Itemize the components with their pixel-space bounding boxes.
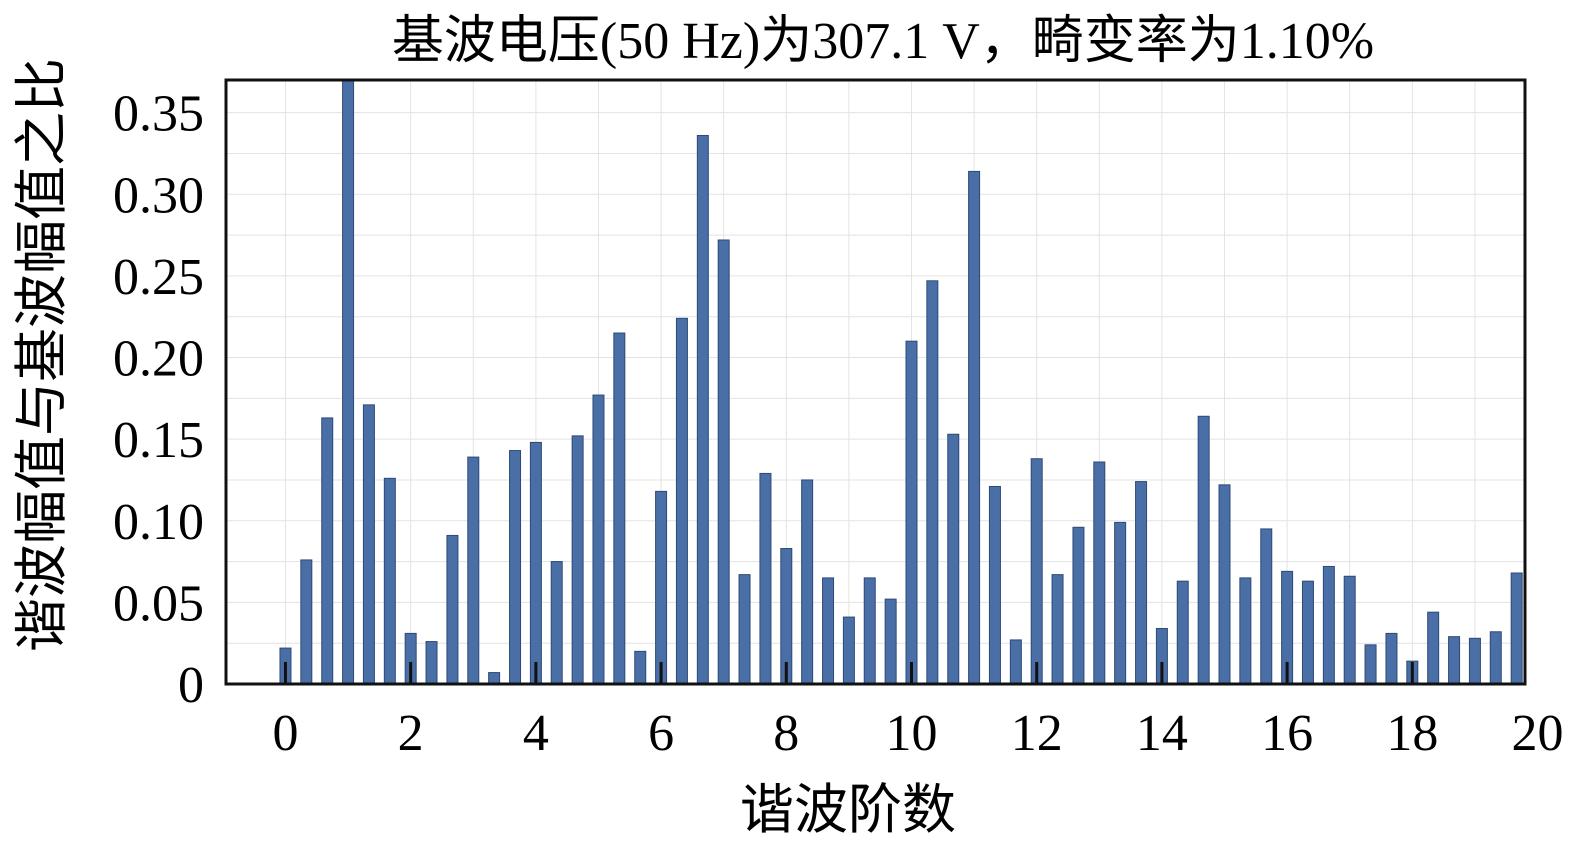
chart-title: 基波电压(50 Hz)为307.1 V，畸变率为1.10% xyxy=(392,13,1374,70)
bar xyxy=(529,441,542,685)
bar xyxy=(488,672,501,685)
bar xyxy=(1468,637,1481,685)
bar xyxy=(613,332,626,685)
bar xyxy=(1322,565,1335,685)
bar xyxy=(1093,461,1106,685)
bar xyxy=(467,456,480,685)
bar xyxy=(1260,528,1273,685)
x-tick-label: 4 xyxy=(523,705,549,762)
bar xyxy=(571,435,584,685)
y-tick-label: 0.30 xyxy=(113,167,204,224)
bar xyxy=(759,472,772,685)
bar xyxy=(863,577,876,685)
bar xyxy=(634,650,647,685)
y-tick-label: 0.10 xyxy=(113,494,204,551)
bar xyxy=(1176,580,1189,685)
x-tick-label: 14 xyxy=(1136,705,1188,762)
x-tick-label: 0 xyxy=(272,705,298,762)
bar xyxy=(738,574,751,685)
x-tick-label: 12 xyxy=(1011,705,1063,762)
bar xyxy=(1051,574,1064,685)
bar xyxy=(842,616,855,685)
bar xyxy=(905,340,918,685)
x-tick-labels: 0 2 4 6 8 10 12 14 16 18 20 xyxy=(272,705,1563,762)
bars xyxy=(279,79,1523,685)
bar xyxy=(1072,526,1085,685)
bar xyxy=(822,577,835,685)
bar xyxy=(1448,636,1461,685)
y-tick-label: 0.20 xyxy=(113,331,204,388)
bar xyxy=(1489,631,1502,685)
y-tick-label: 0.35 xyxy=(113,86,204,143)
x-tick-label: 20 xyxy=(1512,705,1564,762)
y-tick-label: 0.15 xyxy=(113,412,204,469)
y-axis-label: 谐波幅值与基波幅值之比 xyxy=(12,58,72,652)
bar xyxy=(362,404,375,685)
bar xyxy=(655,490,668,685)
y-tick-labels: 0 0.05 0.10 0.15 0.20 0.25 0.30 0.35 xyxy=(113,86,204,714)
bar xyxy=(1135,481,1148,685)
bar xyxy=(884,598,897,685)
bar xyxy=(1114,521,1127,685)
bar xyxy=(425,641,438,685)
bar xyxy=(509,450,522,685)
y-tick-label: 0.05 xyxy=(113,575,204,632)
bar xyxy=(1385,632,1398,685)
bar xyxy=(801,479,814,685)
bar xyxy=(947,433,960,685)
y-tick-label: 0.25 xyxy=(113,249,204,306)
bar xyxy=(446,534,459,685)
bar xyxy=(1239,577,1252,685)
bar xyxy=(1427,611,1440,685)
bar xyxy=(1218,484,1231,685)
bar xyxy=(550,561,563,685)
x-tick-label: 18 xyxy=(1386,705,1438,762)
x-tick-label: 2 xyxy=(398,705,424,762)
bar xyxy=(1197,415,1210,685)
bar xyxy=(1030,458,1043,685)
bar xyxy=(1364,644,1377,685)
bar xyxy=(1510,572,1523,685)
bar xyxy=(1301,580,1314,685)
axis-ticks xyxy=(283,662,1414,684)
x-tick-label: 16 xyxy=(1261,705,1313,762)
bar xyxy=(968,170,981,685)
bar xyxy=(300,559,313,685)
bar xyxy=(342,79,355,685)
x-tick-label: 10 xyxy=(885,705,937,762)
y-tick-label: 0 xyxy=(178,657,204,714)
bar xyxy=(383,477,396,685)
x-tick-label: 6 xyxy=(648,705,674,762)
bar xyxy=(321,417,334,685)
bar xyxy=(592,394,605,685)
bar xyxy=(988,485,1001,685)
bar xyxy=(696,135,709,685)
plot-frame xyxy=(224,78,1527,686)
bar xyxy=(926,280,939,685)
x-tick-label: 8 xyxy=(773,705,799,762)
x-axis-label: 谐波阶数 xyxy=(740,780,956,840)
bar xyxy=(1343,575,1356,685)
bar xyxy=(1009,639,1022,685)
bar xyxy=(675,317,688,685)
bar xyxy=(717,239,730,685)
